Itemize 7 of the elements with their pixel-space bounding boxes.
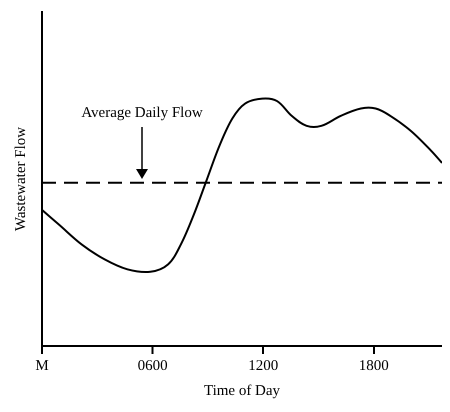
x-tick-label: 1200: [248, 358, 278, 374]
y-axis-title: Wastewater Flow: [12, 126, 29, 232]
ref-line-label: Average Daily Flow: [81, 105, 203, 122]
x-tick-label: 1800: [358, 358, 389, 374]
x-tick-label: 0600: [138, 358, 168, 374]
x-tick-label: M: [35, 358, 49, 374]
x-axis-title: Time of Day: [204, 382, 281, 399]
